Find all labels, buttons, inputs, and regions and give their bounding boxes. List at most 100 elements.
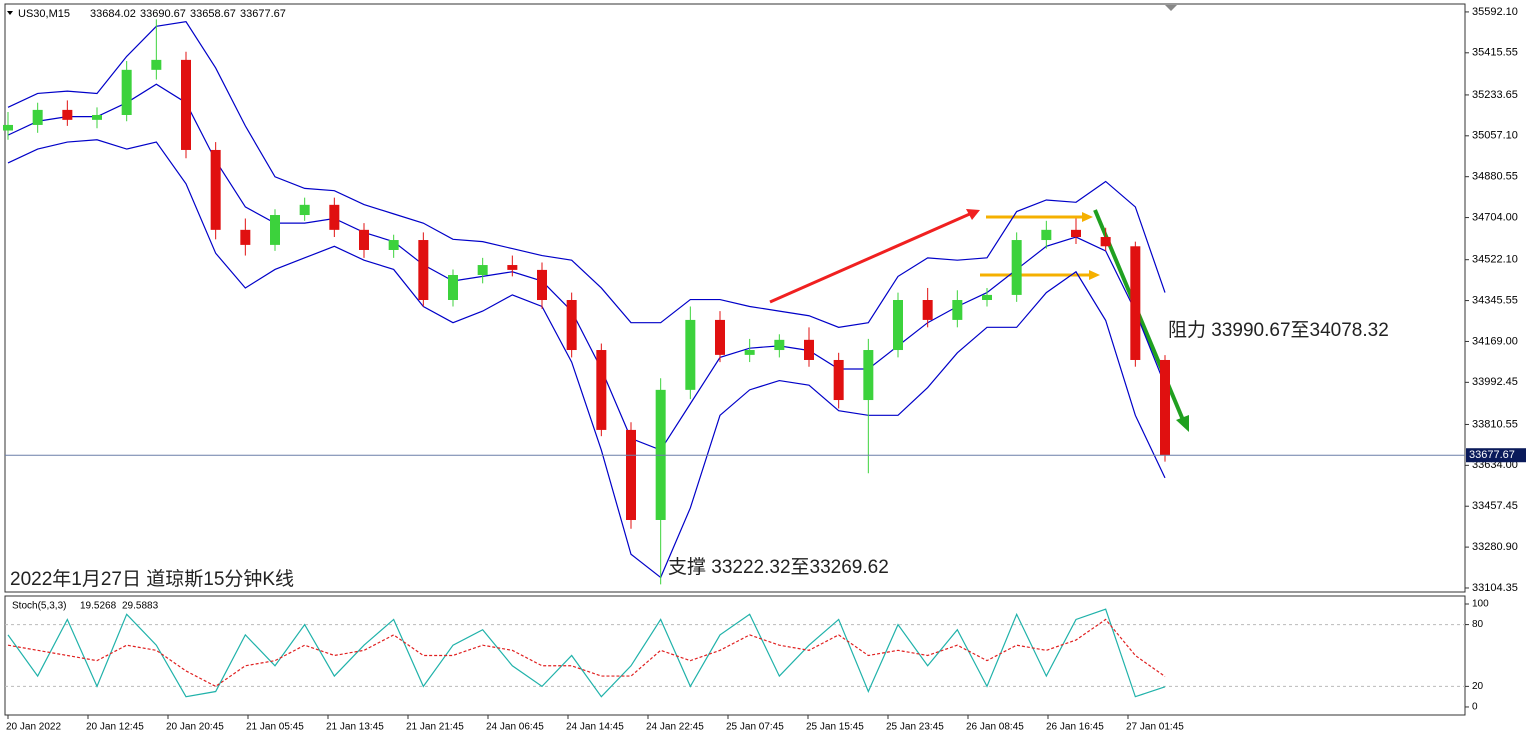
candle-body — [32, 109, 43, 125]
last-price-box — [1466, 448, 1526, 463]
stoch-panel — [4, 595, 1466, 716]
support-note: 支撑 33222.32至33269.62 — [668, 556, 889, 578]
y-tick-label: 33810.55 — [1472, 418, 1518, 430]
candle-body — [151, 59, 162, 70]
y-tick-label: 33280.90 — [1472, 541, 1518, 553]
y-tick-label: 34522.10 — [1472, 254, 1518, 266]
x-tick-label: 20 Jan 20:45 — [166, 722, 224, 733]
y-tick-label: 34704.00 — [1472, 211, 1518, 223]
candle-body — [715, 319, 725, 355]
candle-body — [566, 300, 577, 351]
candle-body — [596, 350, 607, 430]
band-upper — [7, 21, 1166, 328]
candle-body — [92, 114, 102, 120]
candle-body — [804, 339, 814, 360]
candle-body — [181, 59, 191, 150]
stoch-signal — [7, 618, 1166, 688]
x-tick-label: 24 Jan 06:45 — [486, 722, 544, 733]
candle-body — [448, 274, 458, 301]
x-tick-label: 26 Jan 16:45 — [1046, 722, 1104, 733]
candle-body — [270, 215, 280, 245]
stoch-y-tick-label: 80 — [1472, 619, 1484, 630]
stoch-y-tick-label: 0 — [1472, 702, 1478, 713]
candle-body — [893, 300, 903, 351]
candle-body — [1160, 359, 1170, 456]
orange-bottom-head — [1089, 270, 1100, 280]
candle-body — [1100, 237, 1111, 247]
candle-body — [477, 265, 488, 275]
band-lower — [7, 139, 1166, 579]
candle-body — [685, 319, 696, 390]
symbol: US30,M15 — [18, 8, 70, 20]
red-arrowhead — [966, 209, 980, 220]
y-tick-label: 34169.00 — [1472, 335, 1518, 347]
stoch-main-value: 19.5268 — [80, 601, 117, 612]
red-trend — [769, 211, 973, 304]
candle-body — [329, 204, 340, 230]
x-tick-label: 25 Jan 15:45 — [806, 722, 864, 733]
candle-body — [1130, 246, 1141, 360]
candle-body — [952, 300, 963, 320]
y-tick-label: 35233.65 — [1472, 89, 1518, 101]
x-tick-label: 26 Jan 08:45 — [966, 722, 1024, 733]
y-tick-label: 33992.45 — [1472, 376, 1518, 388]
candle-body — [1011, 240, 1022, 295]
candle-body — [418, 240, 429, 301]
candle-body — [774, 339, 785, 351]
header-open: 33684.02 — [90, 8, 136, 20]
y-tick-label: 33104.35 — [1472, 582, 1518, 594]
stoch-name: Stoch(5,3,3) — [12, 601, 66, 612]
candle-body — [240, 229, 251, 245]
y-tick-label: 33457.45 — [1472, 500, 1518, 512]
x-tick-label: 20 Jan 2022 — [6, 722, 61, 733]
candle-body — [744, 350, 755, 355]
candle-body — [1071, 229, 1081, 238]
band-middle — [7, 83, 1166, 451]
caption: 2022年1月27日 道琼斯15分钟K线 — [10, 568, 294, 590]
stoch-signal-value: 29.5883 — [122, 601, 159, 612]
header-low: 33658.67 — [190, 8, 236, 20]
stoch-y-tick-label: 100 — [1472, 599, 1489, 610]
orange-top-head — [1082, 212, 1093, 222]
candle-body — [62, 109, 73, 120]
candle-body — [388, 240, 399, 250]
header-high: 33690.67 — [140, 8, 186, 20]
x-tick-label: 25 Jan 23:45 — [886, 722, 944, 733]
candle-body — [863, 350, 874, 401]
candle-body — [1041, 229, 1052, 241]
y-tick-label: 34880.55 — [1472, 171, 1518, 183]
candle-body — [3, 124, 13, 131]
candle-body — [537, 269, 547, 301]
x-tick-label: 21 Jan 21:45 — [406, 722, 464, 733]
price-panel — [4, 3, 1466, 593]
x-tick-label: 24 Jan 22:45 — [646, 722, 704, 733]
candle-body — [833, 359, 844, 401]
candle-body — [121, 69, 132, 115]
x-tick-label: 27 Jan 01:45 — [1126, 722, 1184, 733]
candle-body — [982, 294, 992, 301]
candle-body — [299, 204, 310, 216]
resistance-note: 阻力 33990.67至34078.32 — [1168, 319, 1389, 341]
candle-body — [210, 149, 221, 230]
last-price-label: 33677.67 — [1469, 449, 1515, 461]
x-tick-label: 20 Jan 12:45 — [86, 722, 144, 733]
y-tick-label: 34345.55 — [1472, 294, 1518, 306]
stoch-y-tick-label: 20 — [1472, 681, 1484, 692]
candle-body — [626, 429, 636, 520]
y-tick-label: 35415.55 — [1472, 47, 1518, 59]
y-tick-label: 35592.10 — [1472, 6, 1518, 18]
candle-body — [507, 265, 518, 270]
y-tick-label: 33634.00 — [1472, 459, 1518, 471]
x-tick-label: 25 Jan 07:45 — [726, 722, 784, 733]
y-tick-label: 35057.10 — [1472, 130, 1518, 142]
x-tick-label: 24 Jan 14:45 — [566, 722, 624, 733]
candle-body — [922, 300, 933, 320]
green-arrowhead — [1176, 415, 1189, 432]
stoch-main — [7, 608, 1166, 698]
x-tick-label: 21 Jan 05:45 — [246, 722, 304, 733]
x-tick-label: 21 Jan 13:45 — [326, 722, 384, 733]
menu-arrow — [7, 11, 13, 15]
shift-marker — [1165, 5, 1177, 11]
header-close: 33677.67 — [240, 8, 286, 20]
